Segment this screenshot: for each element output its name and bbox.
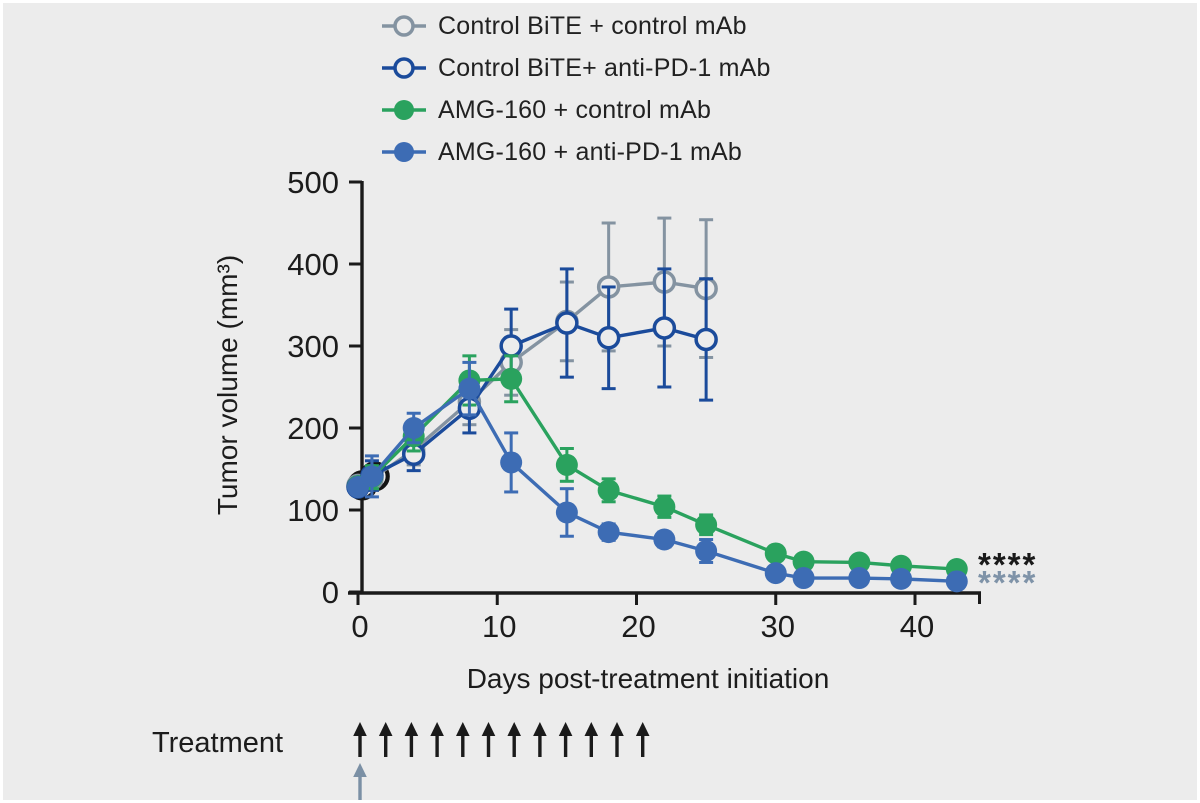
legend-label: AMG-160 + control mAb (438, 95, 712, 124)
data-point-open (499, 334, 523, 358)
arrow-head-icon (584, 722, 599, 736)
data-point-filled (848, 551, 871, 574)
legend-marker-svg (382, 57, 426, 79)
x-tick-label: 20 (621, 609, 655, 644)
legend-label: Control BiTE+ anti-PD-1 mAb (438, 53, 771, 82)
x-tick-label: 10 (482, 609, 516, 644)
data-point-filled (792, 567, 815, 590)
y-tick-label: 0 (322, 575, 339, 610)
data-point-filled (653, 495, 676, 518)
data-point-open (596, 326, 621, 350)
treatment-arrow-black (533, 722, 547, 757)
series-line (356, 386, 957, 584)
arrow-head-icon (507, 722, 521, 736)
data-point-filled (555, 453, 578, 476)
treatment-arrow-gray (353, 763, 367, 800)
data-point-filled (597, 479, 620, 502)
arrow-head-icon (558, 722, 573, 736)
treatment-arrow-black (635, 722, 650, 757)
legend-item-amg160-anti-pd1-mab: AMG-160 + anti-PD-1 mAb (380, 131, 771, 173)
legend-label: Control BiTE + control mAb (438, 11, 747, 40)
treatment-label: Treatment (152, 727, 284, 759)
data-point-filled (764, 542, 787, 565)
treatment-arrow-black (610, 722, 624, 757)
data-point-filled (695, 540, 718, 562)
arrow-head-icon (353, 722, 367, 736)
treatment-arrow-black (430, 722, 444, 757)
arrow-head-icon (353, 763, 367, 777)
arrow-head-icon (378, 722, 393, 736)
treatment-arrow-black (404, 722, 419, 757)
treatment-arrow-black (378, 722, 393, 757)
treatment-arrow-black (353, 722, 367, 757)
data-point-filled (458, 377, 481, 400)
data-point-filled (792, 550, 815, 573)
x-tick-label: 30 (761, 609, 795, 644)
treatment-arrow-black (456, 722, 470, 757)
y-tick-label: 500 (287, 165, 339, 200)
data-point-filled (695, 513, 718, 536)
y-tick-label: 400 (287, 247, 339, 282)
legend-marker-svg (382, 15, 426, 37)
arrow-head-icon (481, 722, 496, 736)
data-point-open (694, 327, 718, 352)
x-axis-title: Days post-treatment initiation (466, 663, 830, 694)
data-point-filled (653, 528, 676, 551)
legend-label: AMG-160 + anti-PD-1 mAb (438, 137, 743, 166)
filled-circle-marker-icon (380, 95, 428, 125)
y-axis-title: Tumor volume (mm³) (212, 254, 243, 516)
legend-item-amg160-control-mab: AMG-160 + control mAb (380, 89, 771, 131)
data-point-filled (360, 465, 383, 488)
legend: Control BiTE + control mAb Control BiTE+… (380, 5, 771, 173)
data-point-open (555, 311, 579, 335)
arrow-head-icon (635, 722, 650, 736)
open-circle-marker-icon (380, 11, 428, 41)
treatment-arrow-black (481, 722, 496, 757)
data-point-open (652, 316, 677, 340)
x-tick-label: 40 (900, 609, 934, 644)
data-point-filled (500, 451, 523, 474)
legend-item-control-bite-anti-pd1-mab: Control BiTE+ anti-PD-1 mAb (380, 47, 771, 89)
arrow-head-icon (430, 722, 444, 736)
arrow-head-icon (533, 722, 547, 736)
data-point-filled (890, 567, 913, 590)
x-tick-label: 0 (351, 609, 368, 644)
treatment-arrow-black (507, 722, 521, 757)
arrow-head-icon (610, 722, 624, 736)
data-point-filled (402, 417, 425, 439)
data-point-filled (555, 501, 578, 524)
data-point-filled (945, 570, 968, 593)
legend-item-control-bite-control-mab: Control BiTE + control mAb (380, 5, 771, 47)
data-point-filled (597, 521, 620, 544)
series-1 (346, 267, 718, 499)
treatment-arrow-black (558, 722, 573, 757)
legend-marker-svg (382, 100, 426, 120)
significance-asterisks-gray: **** (978, 564, 1038, 601)
arrow-head-icon (404, 722, 419, 736)
arrow-head-icon (456, 722, 470, 736)
treatment-arrow-black (584, 722, 599, 757)
axes: 0 100 200 300 400 500 0 10 20 30 40 (287, 165, 981, 644)
legend-marker-svg (382, 142, 426, 162)
series-3 (347, 360, 968, 593)
y-tick-label: 300 (287, 329, 339, 364)
y-tick-label: 200 (287, 411, 339, 446)
data-point-filled (500, 367, 523, 390)
data-point-filled (848, 567, 871, 590)
significance-asterisks-black: **** (978, 546, 1038, 583)
y-tick-label: 100 (287, 493, 339, 528)
filled-circle-marker-icon (380, 137, 428, 167)
treatment-arrows (353, 722, 650, 800)
data-point-filled (764, 562, 787, 585)
open-circle-marker-icon (380, 53, 428, 83)
